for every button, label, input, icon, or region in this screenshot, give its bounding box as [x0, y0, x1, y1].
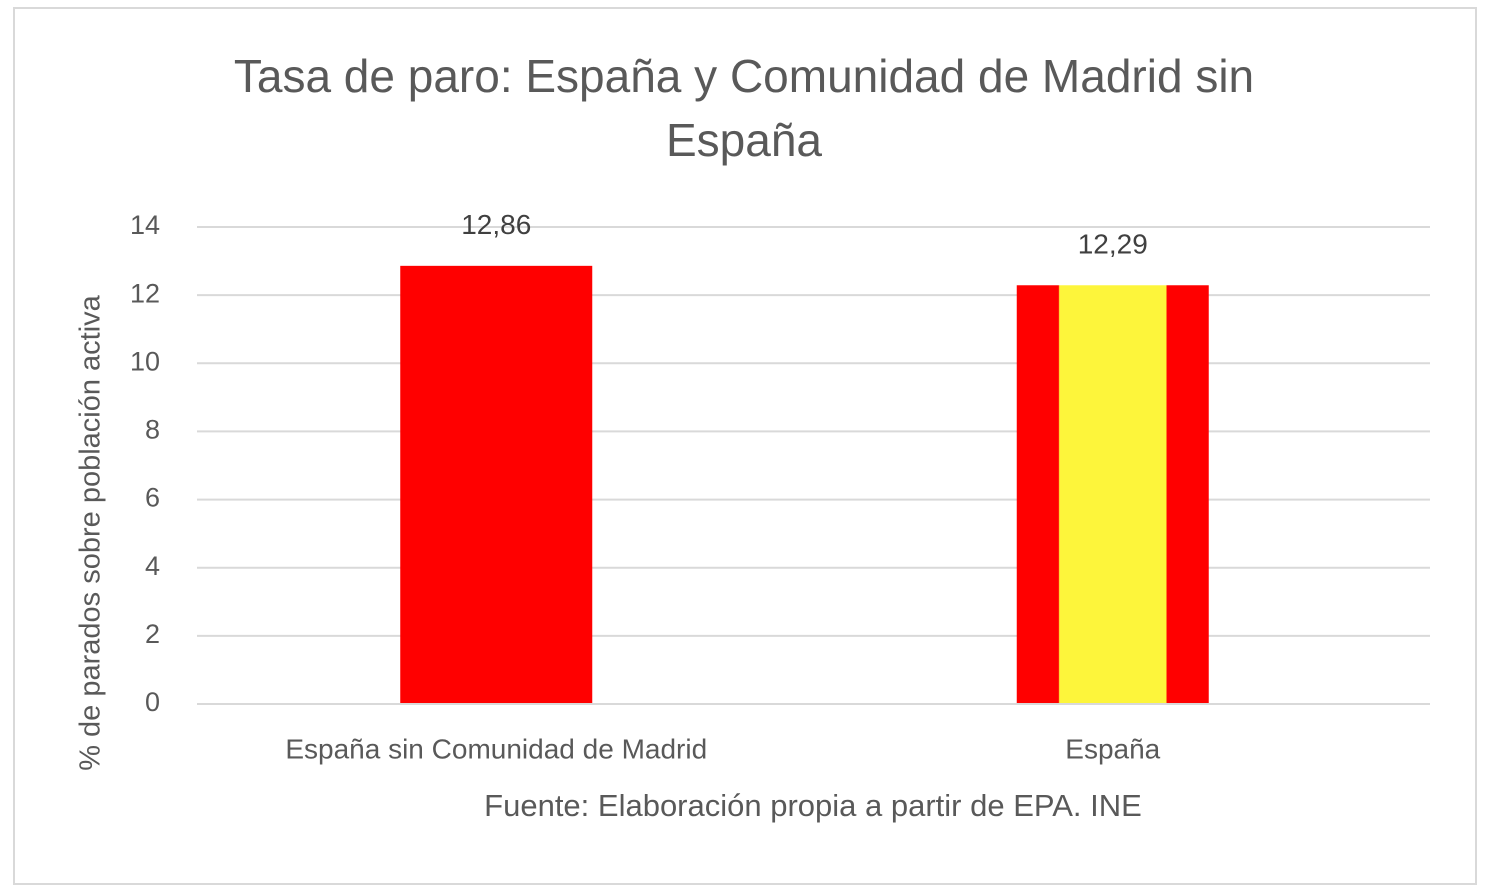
y-tick-label: 12: [130, 278, 160, 308]
y-tick-label: 6: [145, 483, 160, 513]
y-tick-label: 0: [145, 687, 160, 717]
y-axis-title: % de parados sobre población activa: [75, 294, 107, 770]
data-label: 12,86: [461, 209, 531, 240]
y-tick-label: 8: [145, 415, 160, 445]
data-label: 12,29: [1078, 229, 1148, 260]
y-tick-label: 4: [145, 551, 160, 581]
bar: [1016, 285, 1209, 704]
y-tick-label: 2: [145, 619, 160, 649]
bar: [400, 265, 593, 704]
source-note: Fuente: Elaboración propia a partir de E…: [484, 788, 1142, 823]
y-tick-label: 14: [130, 210, 160, 240]
chart-title: Tasa de paro: España y Comunidad de Madr…: [233, 50, 1255, 166]
x-tick-label: España: [1065, 733, 1160, 764]
x-tick-label: España sin Comunidad de Madrid: [285, 733, 707, 764]
chart-border: [13, 7, 1477, 885]
y-tick-label: 10: [130, 346, 160, 376]
